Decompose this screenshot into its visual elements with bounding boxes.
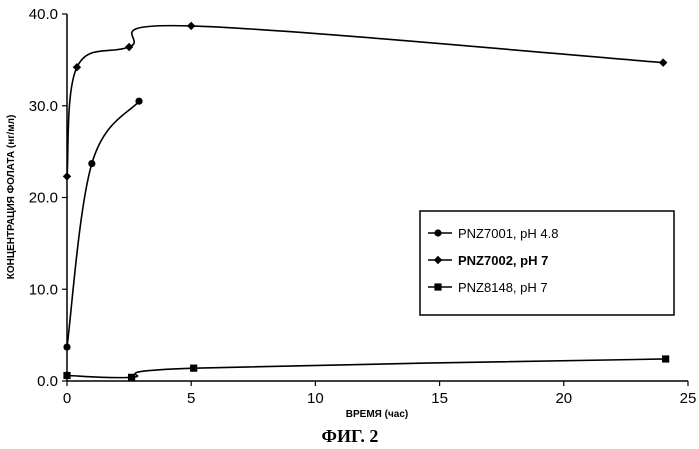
- data-point: [63, 172, 71, 180]
- x-tick-label: 0: [63, 390, 71, 407]
- data-point: [63, 343, 70, 350]
- x-tick-label: 15: [431, 390, 448, 407]
- data-point: [125, 43, 133, 51]
- x-tick-label: 10: [307, 390, 324, 407]
- series-3: [63, 355, 669, 381]
- y-axis-title: КОНЦЕНТРАЦИЯ ФОЛАТА (нг/мл): [6, 115, 17, 280]
- data-point: [662, 355, 669, 362]
- ticks: 0 5 10 15 20 25 0.0 10.0 20.0 30.0 40.0: [29, 6, 697, 407]
- legend-marker: [434, 229, 441, 236]
- y-tick-label: 30.0: [29, 98, 58, 115]
- x-tick-label: 20: [555, 390, 572, 407]
- series-2: [63, 22, 668, 181]
- legend: PNZ7001, pH 4.8 PNZ7002, pH 7 PNZ8148, pH …: [420, 211, 674, 315]
- data-point: [190, 365, 197, 372]
- series-line: [67, 359, 666, 378]
- data-point: [135, 98, 142, 105]
- axes: [67, 14, 688, 381]
- series-line: [67, 26, 663, 177]
- data-point: [88, 160, 95, 167]
- y-tick-label: 20.0: [29, 190, 58, 207]
- figure-caption: ФИГ. 2: [322, 426, 379, 446]
- y-tick-label: 10.0: [29, 281, 58, 298]
- y-tick-label: 0.0: [37, 373, 58, 390]
- y-tick-label: 40.0: [29, 6, 58, 23]
- legend-label: PNZ8148, pH 7: [458, 280, 548, 295]
- x-tick-label: 25: [680, 390, 697, 407]
- x-tick-label: 5: [187, 390, 195, 407]
- legend-marker: [434, 283, 441, 290]
- data-point: [187, 22, 195, 30]
- data-point: [73, 63, 81, 71]
- x-axis-title: ВРЕМЯ (час): [346, 409, 408, 420]
- legend-label: PNZ7002, pH 7: [458, 253, 548, 268]
- series-layer: [63, 22, 669, 381]
- series-line: [67, 101, 139, 347]
- legend-label: PNZ7001, pH 4.8: [458, 226, 558, 241]
- data-point: [63, 372, 70, 379]
- series-1: [63, 98, 142, 351]
- data-point: [128, 374, 135, 381]
- data-point: [659, 58, 667, 66]
